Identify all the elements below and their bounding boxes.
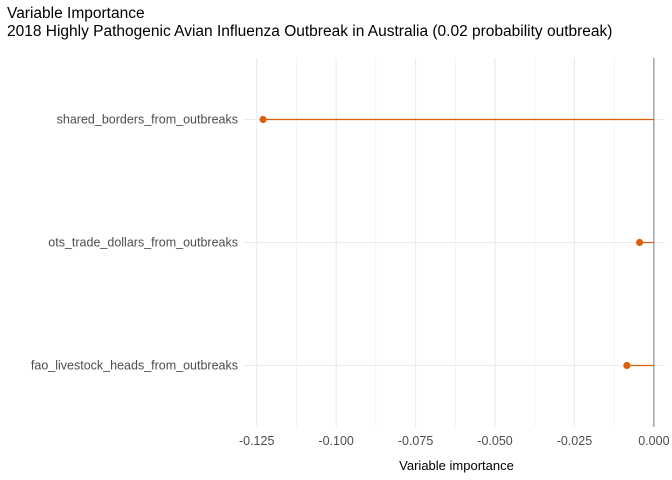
x-tick-label: -0.050: [477, 434, 512, 448]
importance-point: [623, 361, 631, 370]
chart-title: Variable Importance: [7, 5, 145, 22]
x-tick-label: -0.100: [318, 434, 353, 448]
chart-subtitle: 2018 Highly Pathogenic Avian Influenza O…: [7, 23, 613, 40]
x-tick-label: -0.075: [398, 434, 433, 448]
x-tick-label: 0.000: [638, 434, 669, 448]
x-tick-label: -0.025: [557, 434, 592, 448]
y-tick-label: shared_borders_from_outbreaks: [57, 113, 238, 127]
y-tick-label: ots_trade_dollars_from_outbreaks: [48, 236, 238, 250]
y-tick-label: fao_livestock_heads_from_outbreaks: [31, 359, 238, 373]
importance-point: [259, 115, 267, 124]
importance-point: [635, 238, 644, 247]
x-axis-title: Variable importance: [399, 458, 514, 473]
x-tick-label: -0.125: [239, 434, 274, 448]
